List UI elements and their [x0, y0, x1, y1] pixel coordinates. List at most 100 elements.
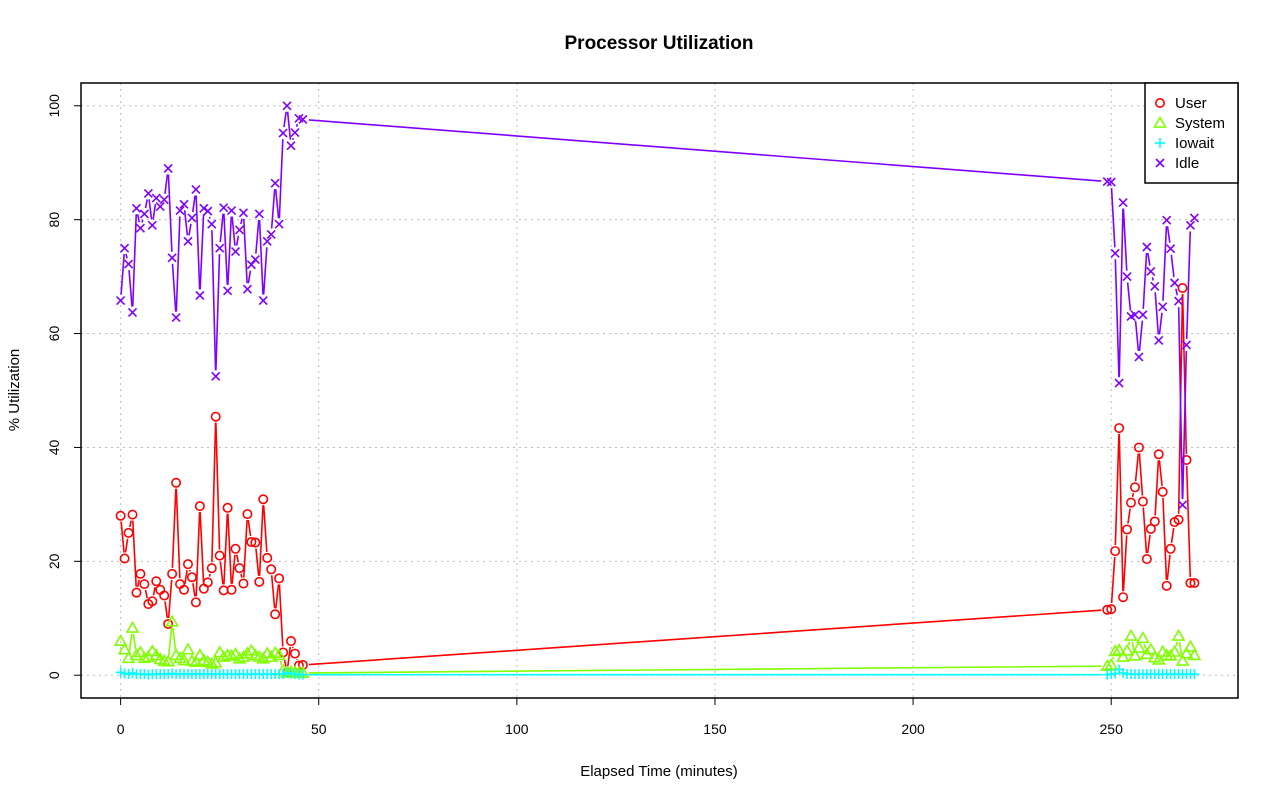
series-user-segment — [1142, 507, 1148, 554]
series-user-segment — [258, 505, 264, 576]
series-user-point — [151, 576, 162, 587]
series-user-point — [270, 609, 281, 620]
series-idle-point — [171, 313, 181, 323]
series-user-segment — [1114, 434, 1120, 546]
series-idle-point — [187, 213, 197, 223]
series-idle-point — [1154, 335, 1164, 345]
series-idle-segment — [1154, 292, 1160, 335]
series-user-segment — [1134, 453, 1140, 482]
series-user-segment — [184, 569, 188, 584]
series-user-segment — [275, 584, 280, 609]
series-user-point — [1114, 423, 1125, 434]
series-idle-point — [135, 223, 146, 233]
series-idle-point — [179, 199, 189, 209]
series-idle-segment — [240, 218, 243, 225]
series-user-point — [115, 510, 126, 521]
series-user-segment — [164, 601, 169, 619]
series-system-point — [1171, 628, 1186, 641]
series-idle-segment — [1170, 254, 1175, 278]
series-idle-segment — [1114, 259, 1120, 378]
series-system-point — [240, 646, 255, 659]
series-user-point — [1102, 604, 1113, 615]
series-system-segment — [308, 665, 1102, 674]
series-idle-point — [1106, 177, 1116, 187]
series-user-segment — [270, 575, 276, 609]
series-user-segment — [255, 548, 260, 576]
legend-item-iowait: Iowait — [1155, 135, 1215, 152]
series-idle-segment — [274, 189, 280, 219]
series-idle-point — [1158, 302, 1168, 312]
series-idle-point — [1166, 244, 1176, 254]
series-user-point — [266, 564, 277, 575]
series-idle-point — [262, 236, 272, 246]
series-system-point — [1112, 643, 1127, 656]
series-idle-point — [250, 254, 260, 265]
series-user-segment — [1162, 497, 1168, 580]
series-idle-segment — [183, 210, 189, 236]
series-idle-segment — [1138, 320, 1144, 352]
series-idle-point — [1162, 215, 1172, 225]
series-idle-point — [203, 206, 213, 216]
legend-label-idle: Idle — [1175, 155, 1199, 172]
series-idle-point — [131, 203, 142, 213]
series-user-point — [179, 584, 190, 595]
series-idle-point — [258, 295, 268, 306]
series-user-segment — [1146, 534, 1151, 554]
series-idle-point — [183, 236, 193, 246]
series-system-point — [1179, 646, 1194, 659]
series-user-point — [167, 568, 178, 579]
legend-symbol-idle — [1155, 158, 1165, 168]
series-system-point — [264, 649, 279, 662]
series-idle-point — [1114, 378, 1124, 388]
series-idle-segment — [191, 195, 196, 213]
series-idle-point — [298, 114, 308, 125]
series-user-point — [1165, 543, 1176, 554]
series-user-point — [147, 596, 158, 607]
series-system-point — [212, 645, 227, 658]
series-user-segment — [152, 586, 156, 596]
series-system-point — [1136, 631, 1150, 644]
series-idle-segment — [227, 216, 233, 285]
series-user-point — [1153, 449, 1164, 460]
series-user-segment — [219, 561, 224, 585]
series-idle-point — [230, 246, 241, 257]
legend-label-iowait: Iowait — [1175, 135, 1215, 152]
series-system-point — [204, 656, 219, 669]
series-user-segment — [171, 488, 177, 568]
series-idle-segment — [1158, 312, 1163, 335]
series-idle-point — [207, 219, 217, 229]
series-user-point — [135, 568, 146, 579]
series-idle-point — [1189, 213, 1199, 223]
series-system-point — [161, 654, 176, 667]
series-user-point — [123, 527, 134, 538]
series-user-point — [159, 590, 170, 601]
series-user-segment — [1166, 554, 1171, 580]
series-system-point — [1132, 640, 1146, 653]
series-user-point — [274, 573, 285, 584]
series-system-point — [224, 648, 239, 661]
series-system-point — [133, 645, 148, 658]
series-idle-point — [278, 128, 288, 138]
series-system-point — [272, 648, 286, 661]
series-user-point — [1177, 282, 1188, 293]
series-idle-point — [227, 205, 237, 216]
series-user-segment — [247, 519, 252, 537]
series-user-segment — [223, 513, 229, 585]
series-user-segment — [262, 505, 268, 552]
series-idle-point — [1146, 266, 1156, 277]
series-system-point — [1116, 649, 1130, 662]
series-user-segment — [1110, 557, 1116, 604]
series-user-point — [1137, 496, 1148, 507]
series-idle-point — [215, 243, 225, 253]
series-idle-point — [167, 253, 177, 263]
series-user-point — [246, 536, 257, 547]
legend-item-idle: Idle — [1155, 155, 1199, 172]
series-idle-segment — [144, 199, 149, 209]
series-idle-point — [127, 307, 138, 318]
series-idle-point — [116, 295, 126, 306]
series-user-point — [1157, 486, 1168, 497]
series-idle-segment — [1134, 320, 1140, 352]
series-user-point — [1161, 580, 1172, 591]
series-idle-point — [242, 284, 252, 294]
y-tick-label: 0 — [46, 671, 62, 679]
